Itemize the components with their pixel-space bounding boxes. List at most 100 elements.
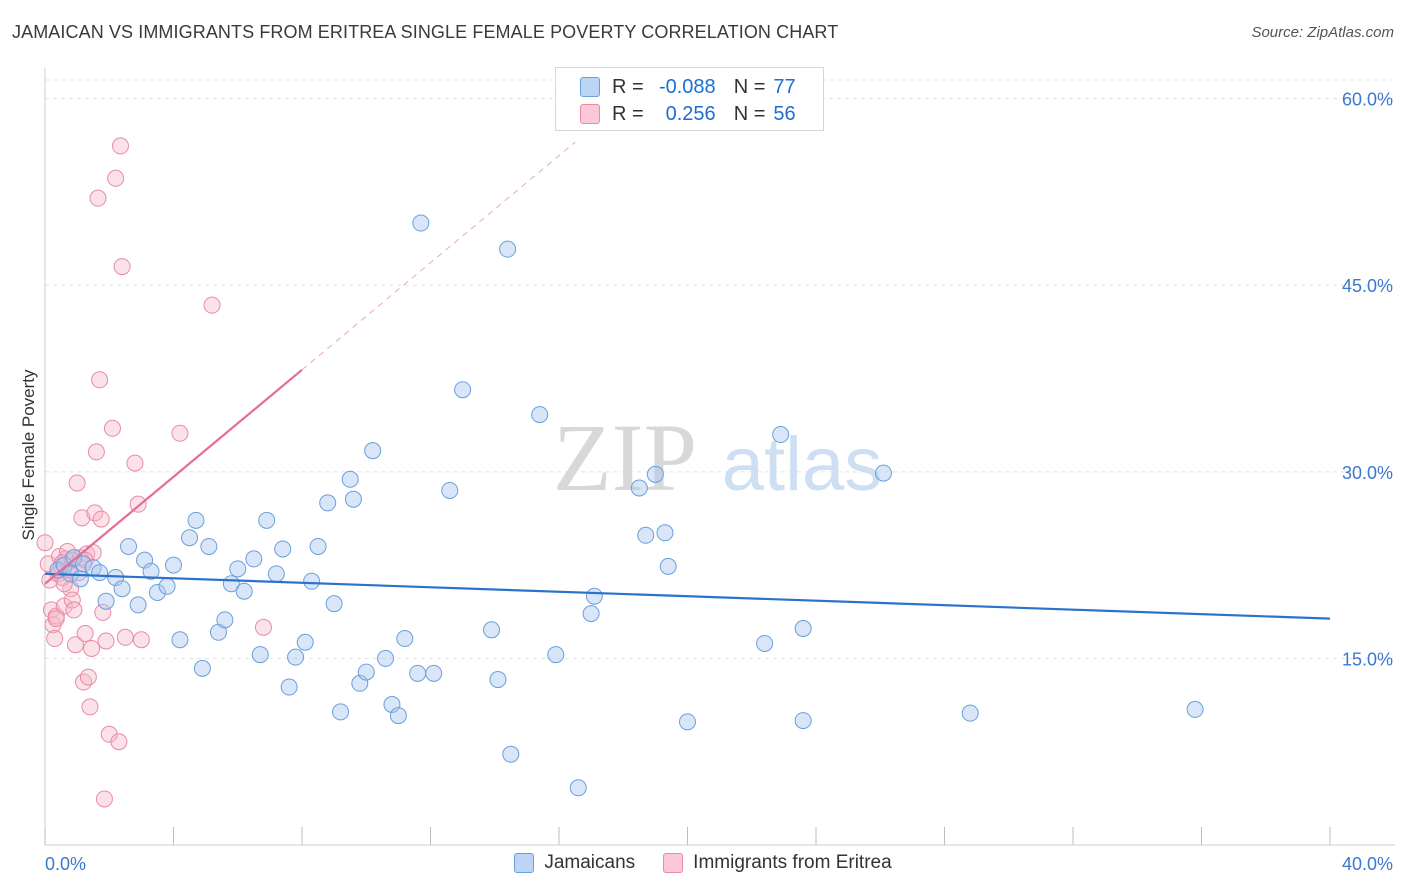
jamaicans-point [772, 426, 790, 444]
jamaicans-point [274, 540, 292, 558]
eritrea-point [83, 639, 101, 657]
jamaicans-point [582, 605, 600, 623]
eritrea-point [126, 454, 144, 472]
jamaicans-point [377, 649, 395, 667]
series-legend: Jamaicans Immigrants from Eritrea [0, 852, 1406, 874]
eritrea-point [79, 668, 97, 686]
jamaicans-point [961, 704, 979, 722]
eritrea-point [97, 632, 115, 650]
jamaicans-point [245, 550, 263, 568]
eritrea-point [203, 296, 221, 314]
jamaicans-point [656, 524, 674, 542]
jamaicans-point [91, 564, 109, 582]
eritrea-point [36, 534, 54, 552]
eritrea-point [65, 601, 83, 619]
jamaicans-point [531, 406, 549, 424]
jamaicans-point [364, 442, 382, 460]
eritrea-point [107, 169, 125, 187]
jamaicans-point [325, 595, 343, 613]
jamaicans-point [412, 214, 430, 232]
jamaicans-point [874, 464, 892, 482]
eritrea-point [73, 509, 91, 527]
series-eritrea-points [36, 137, 272, 808]
y-axis-label: Single Female Poverty [19, 369, 38, 541]
legend-label: Immigrants from Eritrea [693, 852, 892, 873]
legend-row-eritrea: R = 0.256 N = 56 [580, 101, 796, 127]
jamaicans-point [425, 664, 443, 682]
jamaicans-point [794, 712, 812, 730]
trend-lines [44, 141, 1331, 620]
eritrea-point [113, 258, 131, 276]
jamaicans-point [193, 659, 211, 677]
eritrea-point [55, 575, 73, 593]
eritrea-point [94, 603, 112, 621]
legend-row-jamaicans: R = -0.088 N = 77 [580, 74, 796, 100]
legend-swatch-pink [663, 853, 684, 873]
axes [44, 68, 1395, 846]
legend-n-value: 77 [773, 75, 796, 98]
jamaicans-point [129, 596, 147, 614]
eritrea-trend-line [44, 368, 303, 585]
x-tick-label: 0.0% [45, 854, 86, 874]
eritrea-point [111, 137, 129, 155]
eritrea-point [91, 371, 109, 389]
eritrea-point [95, 790, 113, 808]
eritrea-point [132, 631, 150, 649]
jamaicans-point [489, 671, 507, 689]
eritrea-point [254, 618, 272, 636]
jamaicans-point [97, 592, 115, 610]
x-tick-label: 40.0% [1342, 854, 1393, 874]
jamaicans-point [332, 703, 350, 721]
eritrea-point [171, 424, 189, 442]
eritrea-point [68, 474, 86, 492]
eritrea-point [89, 189, 107, 207]
jamaicans-point [585, 587, 603, 605]
jamaicans-point [756, 634, 774, 652]
eritrea-point [116, 628, 134, 646]
legend-n-value: 56 [773, 102, 796, 125]
legend-item-eritrea[interactable]: Immigrants from Eritrea [663, 852, 892, 874]
eritrea-point [47, 610, 65, 628]
correlation-legend: R = -0.088 N = 77 R = 0.256 N = 56 [555, 67, 824, 131]
eritrea-point [86, 504, 104, 522]
legend-r-value: 0.256 [665, 102, 716, 125]
eritrea-point [46, 630, 64, 648]
jamaicans-point [148, 583, 166, 601]
jamaicans-point [441, 481, 459, 499]
jamaicans-point [75, 555, 93, 573]
legend-label: Jamaicans [544, 852, 636, 873]
jamaicans-point [547, 646, 565, 664]
eritrea-point [78, 545, 96, 563]
jamaicans-point [267, 565, 285, 583]
jamaicans-point [142, 562, 160, 580]
jamaicans-point [71, 570, 89, 588]
legend-r-value: -0.088 [658, 75, 716, 98]
jamaicans-point [171, 631, 189, 649]
jamaicans-point [483, 621, 501, 639]
eritrea-point [103, 419, 121, 437]
jamaicans-point [251, 646, 269, 664]
legend-n-label: N = [733, 102, 766, 125]
jamaicans-point [187, 511, 205, 529]
tick-labels: 15.0% 30.0% 45.0% 60.0% 0.0% 40.0% [45, 90, 1393, 874]
eritrea-point [76, 625, 94, 643]
legend-item-jamaicans[interactable]: Jamaicans [514, 852, 635, 874]
jamaicans-point [120, 537, 138, 555]
jamaicans-point [341, 470, 359, 488]
y-tick-label: 30.0% [1342, 463, 1393, 483]
legend-r-label: R = [612, 75, 644, 98]
jamaicans-point [113, 580, 131, 598]
jamaicans-point [637, 526, 655, 544]
jamaicans-point [502, 745, 520, 763]
jamaicans-point [794, 620, 812, 638]
legend-swatch-blue [514, 853, 535, 873]
y-tick-label: 45.0% [1342, 276, 1393, 296]
jamaicans-point [396, 630, 414, 648]
eritrea-point [87, 443, 105, 461]
eritrea-point [75, 673, 93, 691]
jamaicans-point [454, 381, 472, 399]
jamaicans-point [165, 556, 182, 574]
jamaicans-point [258, 511, 276, 529]
watermark-atlas: atlas [722, 422, 883, 507]
